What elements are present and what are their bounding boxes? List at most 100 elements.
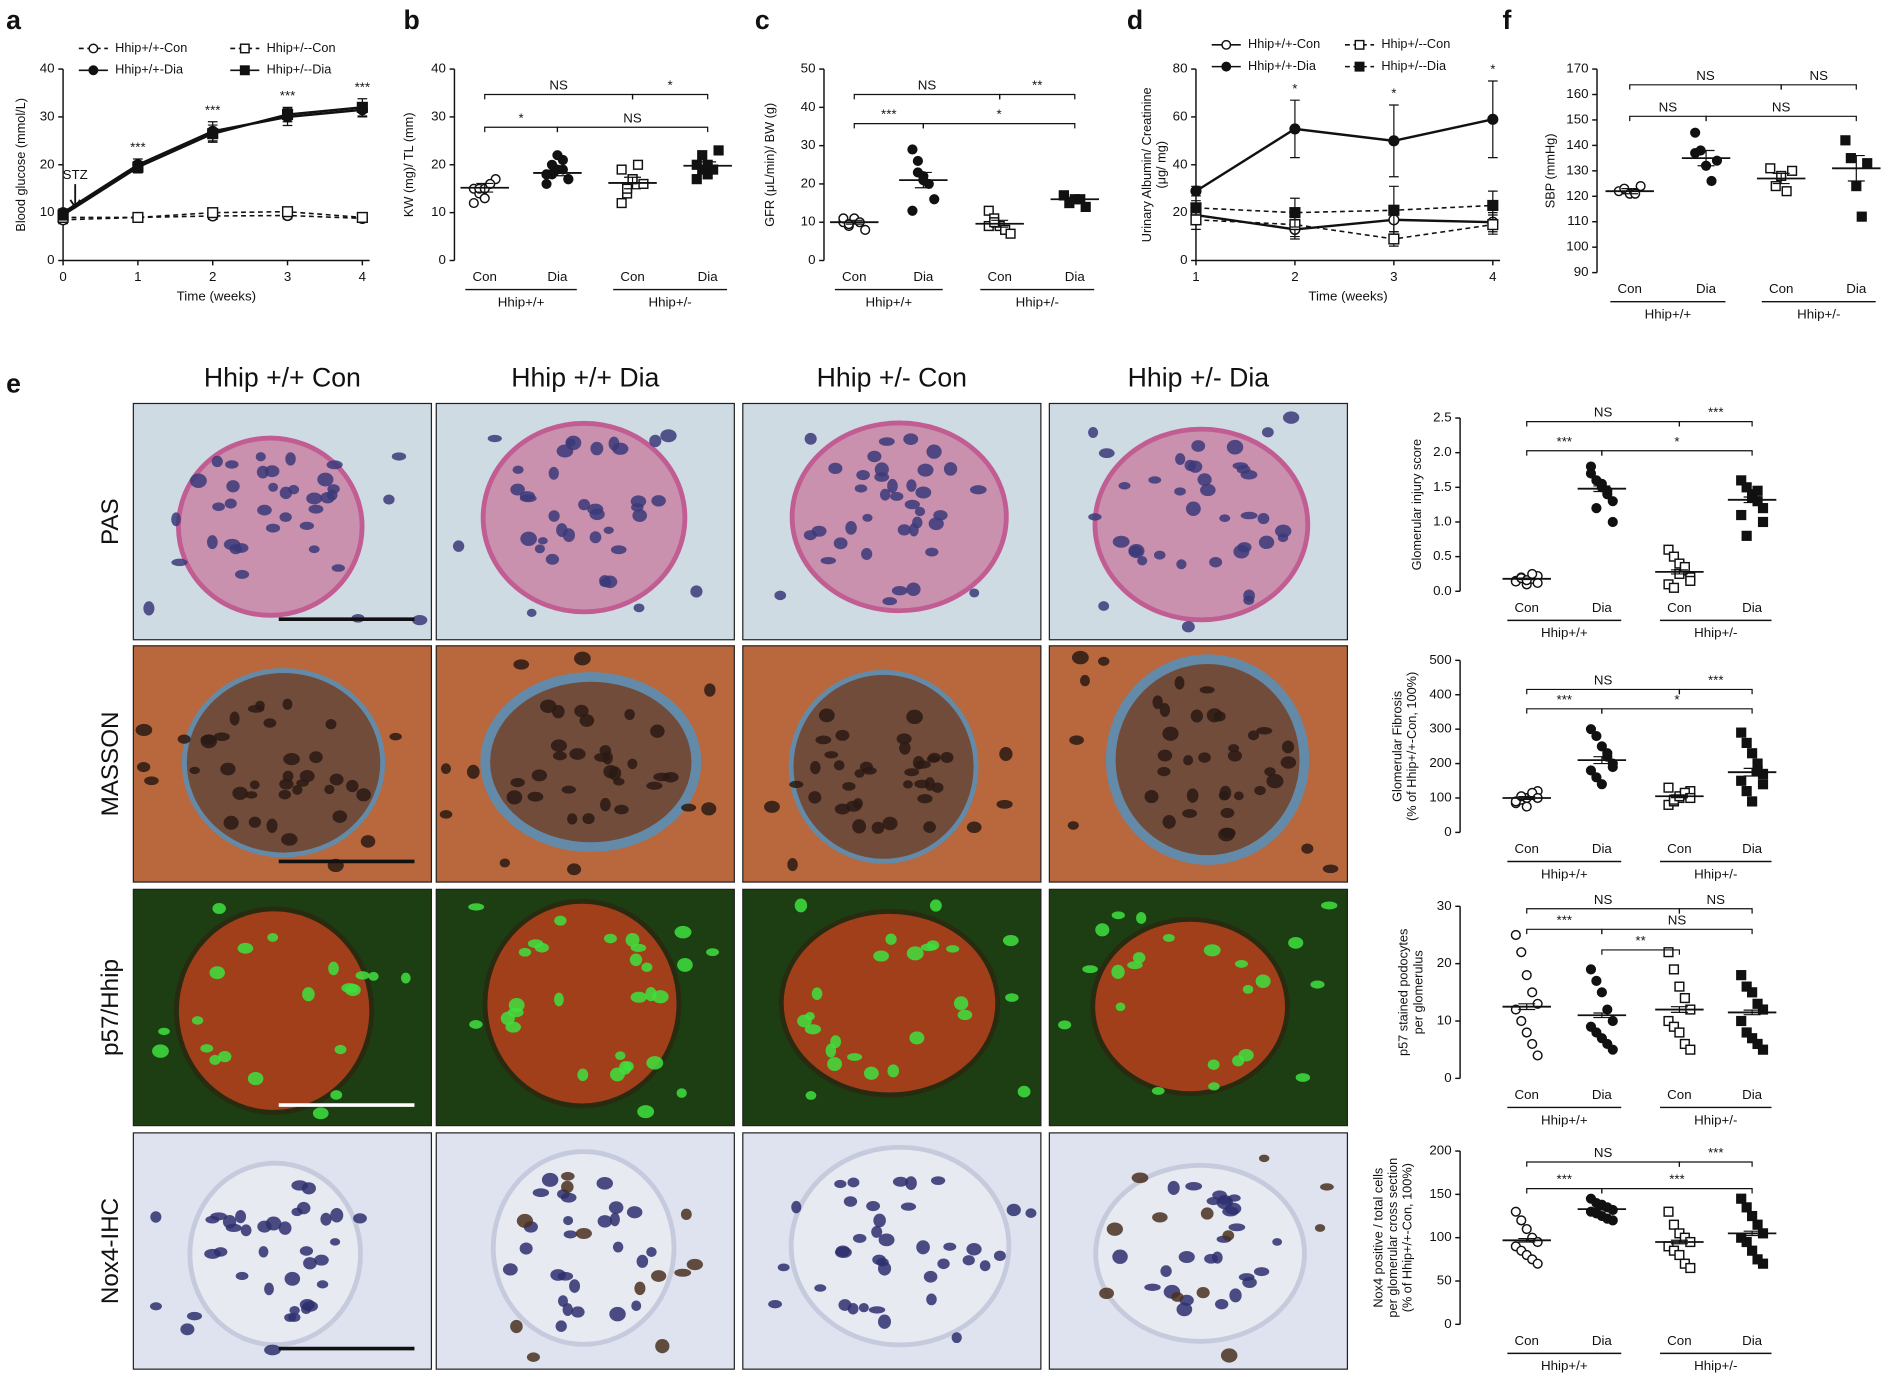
nucleus: [928, 517, 944, 531]
data-point: [541, 178, 552, 190]
data-point: [1674, 981, 1685, 992]
nucleus: [1106, 1222, 1123, 1236]
column-title: Hhip +/+ Dia: [511, 362, 659, 392]
y-axis-label: Urinary Albumin/ Creatinine: [1139, 87, 1154, 242]
nucleus: [1127, 961, 1143, 970]
panel-label: e: [6, 368, 21, 398]
nucleus: [320, 491, 335, 504]
nucleus: [815, 735, 832, 745]
nucleus: [548, 510, 560, 522]
nucleus: [805, 1091, 817, 1100]
x-tick-label: Dia: [1696, 281, 1717, 296]
data-point: [1005, 228, 1016, 239]
nucleus: [1185, 1182, 1203, 1191]
nucleus: [1234, 959, 1248, 968]
significance-bracket: [631, 93, 709, 100]
nucleus: [1264, 767, 1276, 777]
nucleus: [1280, 756, 1297, 769]
nucleus: [1099, 1287, 1115, 1300]
nucleus: [862, 513, 873, 522]
nucleus: [186, 1311, 203, 1321]
nucleus: [1222, 1230, 1235, 1241]
nucleus: [966, 1243, 982, 1256]
nucleus: [937, 1258, 950, 1270]
nucleus: [1098, 448, 1115, 459]
nucleus: [360, 835, 376, 848]
nucleus: [314, 1254, 329, 1266]
significance-bracket: [1601, 450, 1753, 456]
nucleus: [845, 521, 857, 535]
error-bar: [1670, 794, 1688, 799]
legend-marker: [88, 43, 99, 54]
data-point: [541, 169, 552, 180]
nucleus: [1176, 1302, 1193, 1317]
nucleus: [899, 741, 911, 755]
data-point: [1532, 1258, 1543, 1269]
nucleus: [603, 526, 614, 534]
nucleus: [400, 972, 411, 984]
data-point: [1663, 1206, 1674, 1217]
nucleus: [706, 948, 720, 957]
nucleus: [264, 465, 280, 478]
micrograph: [742, 888, 1042, 1127]
y-tick-label: 40: [1173, 156, 1188, 171]
y-tick-label: 100: [1566, 239, 1588, 254]
x-tick-label: Dia: [1742, 1333, 1763, 1348]
nucleus: [876, 1257, 889, 1267]
nucleus: [636, 1254, 649, 1268]
nucleus: [158, 1027, 170, 1036]
y-tick-label: 80: [1173, 61, 1188, 76]
data-point: [907, 144, 918, 155]
legend-label: Hhip+/--Dia: [1381, 58, 1447, 73]
nucleus: [818, 708, 835, 723]
legend-label: Hhip+/+-Dia: [1248, 58, 1317, 73]
nucleus: [1253, 1267, 1270, 1277]
nucleus: [868, 1306, 886, 1314]
data-point: [1532, 1050, 1543, 1061]
nucleus: [1228, 744, 1240, 753]
nucleus: [237, 942, 254, 954]
x-tick-label: Con: [842, 269, 866, 284]
nucleus: [258, 1246, 269, 1258]
nucleus: [777, 1263, 790, 1272]
data-point: [1190, 202, 1202, 214]
data-point: [616, 197, 627, 209]
nucleus: [969, 588, 980, 598]
nucleus: [1208, 1082, 1220, 1091]
y-tick-label: 2.5: [1433, 410, 1452, 425]
data-point: [132, 161, 144, 173]
nucleus: [631, 1300, 642, 1312]
nucleus: [587, 503, 604, 515]
nucleus: [1190, 709, 1203, 723]
nucleus: [900, 1202, 917, 1211]
x-tick-label: 0: [59, 269, 66, 284]
nucleus: [1288, 936, 1304, 949]
significance-bracket: [1526, 1188, 1603, 1194]
y-tick-label: 10: [801, 214, 816, 229]
nucleus: [646, 1247, 657, 1257]
nucleus: [232, 786, 248, 800]
error-bar: [1593, 1012, 1611, 1019]
significance-bracket: [1526, 708, 1603, 714]
x-tick-label: Dia: [1592, 841, 1613, 856]
significance-label: **: [1032, 78, 1042, 93]
legend-label: Hhip+/+-Con: [115, 40, 187, 55]
x-tick-label: Dia: [698, 269, 719, 284]
data-point: [1388, 135, 1400, 147]
nucleus: [283, 753, 300, 766]
nucleus: [909, 1031, 925, 1045]
data-point: [1585, 724, 1597, 735]
nucleus: [681, 803, 697, 812]
legend-marker: [1221, 39, 1232, 50]
data-point: [1757, 1258, 1769, 1269]
data-point: [1685, 575, 1696, 586]
data-point: [1668, 551, 1680, 562]
y-tick-label: 0: [1444, 824, 1451, 839]
nucleus: [1198, 752, 1211, 763]
error-bar: [476, 182, 494, 193]
significance-bracket: [556, 126, 709, 133]
significance-label: NS: [1659, 99, 1678, 114]
nucleus: [637, 1105, 655, 1119]
nucleus: [1217, 1196, 1232, 1205]
